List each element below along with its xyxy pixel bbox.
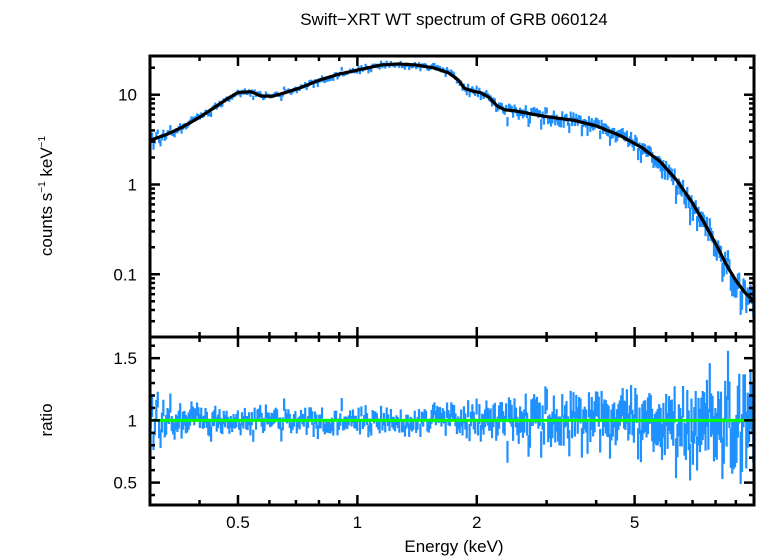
y-tick-label-ratio: 1 — [128, 411, 137, 430]
chart-title: Swift−XRT WT spectrum of GRB 060124 — [300, 10, 608, 29]
ylabel-sup: −1 — [37, 181, 48, 193]
ylabel-part: counts s — [37, 193, 56, 256]
y-tick-label-spectrum: 1 — [128, 175, 137, 194]
spectrum-model-curve — [149, 62, 756, 303]
spectrum-panel-frame — [148, 54, 756, 339]
y-axis-label-ratio: ratio — [37, 403, 56, 436]
spectrum-data-points — [149, 60, 755, 317]
x-tick-label: 5 — [630, 513, 639, 532]
axis-ticks — [148, 56, 754, 505]
y-axis-label-spectrum: counts s−1 keV−1 — [37, 135, 56, 256]
y-tick-label-ratio: 0.5 — [113, 474, 137, 493]
x-tick-label: 2 — [472, 513, 481, 532]
x-tick-label: 0.5 — [226, 513, 250, 532]
x-axis-label: Energy (keV) — [404, 537, 503, 556]
y-tick-label-ratio: 1.5 — [113, 349, 137, 368]
x-tick-label: 1 — [353, 513, 362, 532]
y-tick-label-spectrum: 10 — [118, 86, 137, 105]
ylabel-part: keV — [37, 147, 56, 182]
ylabel-sup: −1 — [37, 135, 48, 147]
ratio-data-points — [149, 350, 755, 484]
y-tick-label-spectrum: 0.1 — [113, 265, 137, 284]
axis-tick-labels: 0.5 1 2 5 0.1 1 10 0.5 1 1.5 — [113, 86, 639, 532]
model-line — [149, 62, 756, 303]
